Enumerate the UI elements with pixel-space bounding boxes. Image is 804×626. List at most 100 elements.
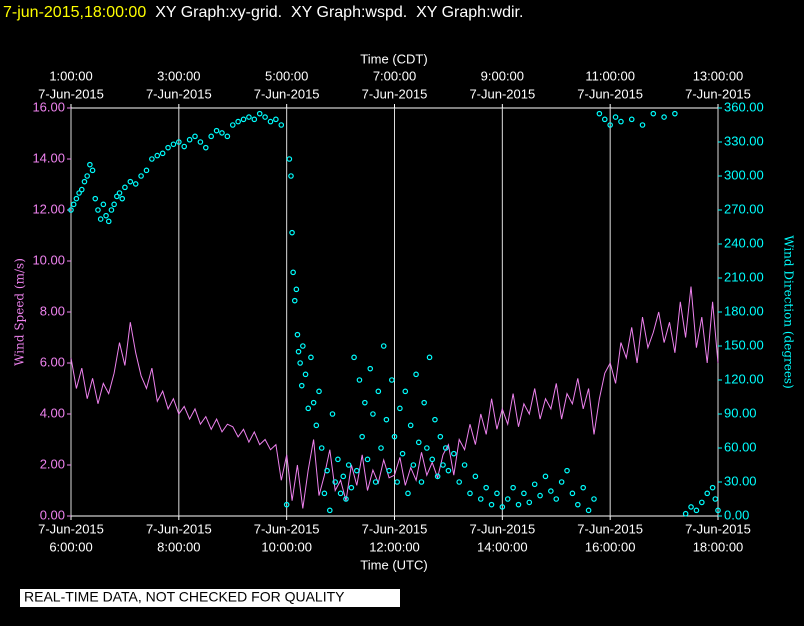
x2-tick-label: 7:00:00 — [373, 68, 416, 83]
x-tick-label: 18:00:00 — [693, 539, 744, 554]
y-tick-label: 0.00 — [40, 507, 65, 522]
wind-direction-point — [302, 371, 309, 378]
wind-direction-point — [672, 110, 678, 117]
wind-direction-point — [92, 195, 99, 202]
wind-direction-point — [397, 405, 403, 412]
wind-direction-point — [370, 411, 376, 417]
wind-direction-point — [293, 286, 300, 293]
wind-direction-point — [699, 499, 705, 506]
chart-title: XY Graph:xy-grid. XY Graph:wspd. XY Grap… — [155, 4, 523, 21]
wind-direction-point — [348, 484, 355, 491]
wind-direction-point — [87, 161, 93, 168]
wind-direction-point — [467, 490, 473, 497]
wind-direction-point — [429, 456, 436, 463]
wind-direction-point — [415, 439, 422, 446]
wind-direction-point — [76, 190, 82, 196]
wind-direction-point — [362, 399, 368, 406]
wind-direction-point — [186, 136, 193, 143]
wind-direction-point — [181, 143, 188, 150]
wind-direction-point — [318, 445, 325, 451]
x-tick-label: 7-Jun-2015 — [577, 521, 643, 536]
wind-direction-point — [176, 139, 182, 145]
wind-direction-point — [383, 416, 390, 423]
wind-direction-point — [504, 496, 511, 502]
wind-direction-point — [693, 507, 700, 514]
wind-direction-point — [68, 207, 74, 213]
wind-direction-point — [639, 122, 646, 128]
x2-tick-label: 7-Jun-2015 — [362, 86, 428, 101]
wind-direction-point — [297, 360, 303, 366]
wind-direction-point — [81, 178, 88, 185]
wind-direction-point — [219, 130, 225, 136]
wind-direction-point — [111, 201, 117, 208]
y-tick-label: 12.00 — [32, 201, 65, 216]
wind-direction-point — [313, 422, 320, 429]
wind-direction-point — [289, 229, 295, 236]
wind-direction-point — [326, 507, 333, 514]
wind-direction-point — [364, 456, 371, 463]
y2-tick-label: 180.00 — [724, 303, 764, 318]
wind-direction-point — [343, 496, 349, 502]
wind-direction-point — [345, 462, 352, 468]
y2-tick-label: 240.00 — [724, 235, 764, 250]
y-tick-label: 16.00 — [32, 99, 65, 114]
wind-direction-point — [451, 450, 457, 457]
wind-direction-point — [240, 116, 247, 123]
y-tick-label: 6.00 — [40, 354, 65, 369]
wind-direction-point — [434, 473, 441, 480]
wind-direction-point — [192, 133, 198, 140]
y2-tick-label: 210.00 — [724, 269, 764, 284]
x-tick-label: 10:00:00 — [261, 539, 312, 554]
wind-direction-point — [278, 122, 285, 128]
wind-direction-point — [308, 354, 314, 361]
y2-tick-label: 30.00 — [724, 473, 757, 488]
wind-direction-point — [300, 343, 306, 349]
wind-direction-point — [432, 416, 438, 423]
x-tick-label: 12:00:00 — [369, 539, 420, 554]
x-tick-label: 7-Jun-2015 — [685, 521, 751, 536]
wind-direction-point — [290, 269, 296, 276]
wind-direction-point — [410, 462, 417, 468]
x2-tick-label: 9:00:00 — [481, 68, 524, 83]
x-tick-label: 7-Jun-2015 — [469, 521, 535, 536]
wind-direction-point — [273, 116, 279, 123]
wind-direction-point — [105, 218, 112, 225]
wind-direction-point — [291, 297, 298, 304]
wind-direction-point — [405, 490, 411, 497]
wind-direction-point — [483, 484, 489, 491]
wind-direction-point — [704, 490, 711, 497]
wind-direction-point — [618, 118, 624, 125]
x-tick-label: 7-Jun-2015 — [146, 521, 212, 536]
wind-direction-point — [510, 484, 516, 491]
timestamp: 7-jun-2015,18:00:00 — [3, 4, 146, 21]
y2-tick-label: 300.00 — [724, 167, 764, 182]
wind-direction-point — [526, 499, 533, 506]
wind-direction-point — [709, 484, 716, 491]
x2-tick-label: 7-Jun-2015 — [469, 86, 535, 101]
wind-direction-point — [564, 467, 570, 474]
wind-direction-point — [437, 433, 444, 440]
y2-tick-label: 150.00 — [724, 337, 764, 352]
x2-tick-label: 5:00:00 — [265, 68, 308, 83]
wind-direction-point — [389, 377, 395, 383]
wind-direction-point — [321, 490, 328, 497]
wind-direction-point — [310, 399, 317, 406]
x-tick-label: 6:00:00 — [49, 539, 92, 554]
wind-direction-point — [256, 110, 263, 117]
wind-direction-point — [426, 354, 433, 361]
wind-direction-point — [70, 201, 77, 208]
y2-axis-label: Wind Direction (degrees) — [782, 235, 796, 389]
wind-direction-point — [170, 141, 177, 148]
y2-tick-label: 120.00 — [724, 371, 764, 386]
wind-direction-point — [575, 501, 581, 508]
wind-direction-point — [531, 481, 538, 488]
wind-direction-point — [650, 110, 657, 117]
y2-tick-label: 270.00 — [724, 201, 764, 216]
wind-direction-point — [159, 150, 166, 157]
wind-direction-point — [548, 488, 554, 494]
wind-direction-point — [591, 496, 597, 502]
wind-direction-point — [661, 114, 667, 120]
wind-direction-point — [246, 114, 252, 120]
